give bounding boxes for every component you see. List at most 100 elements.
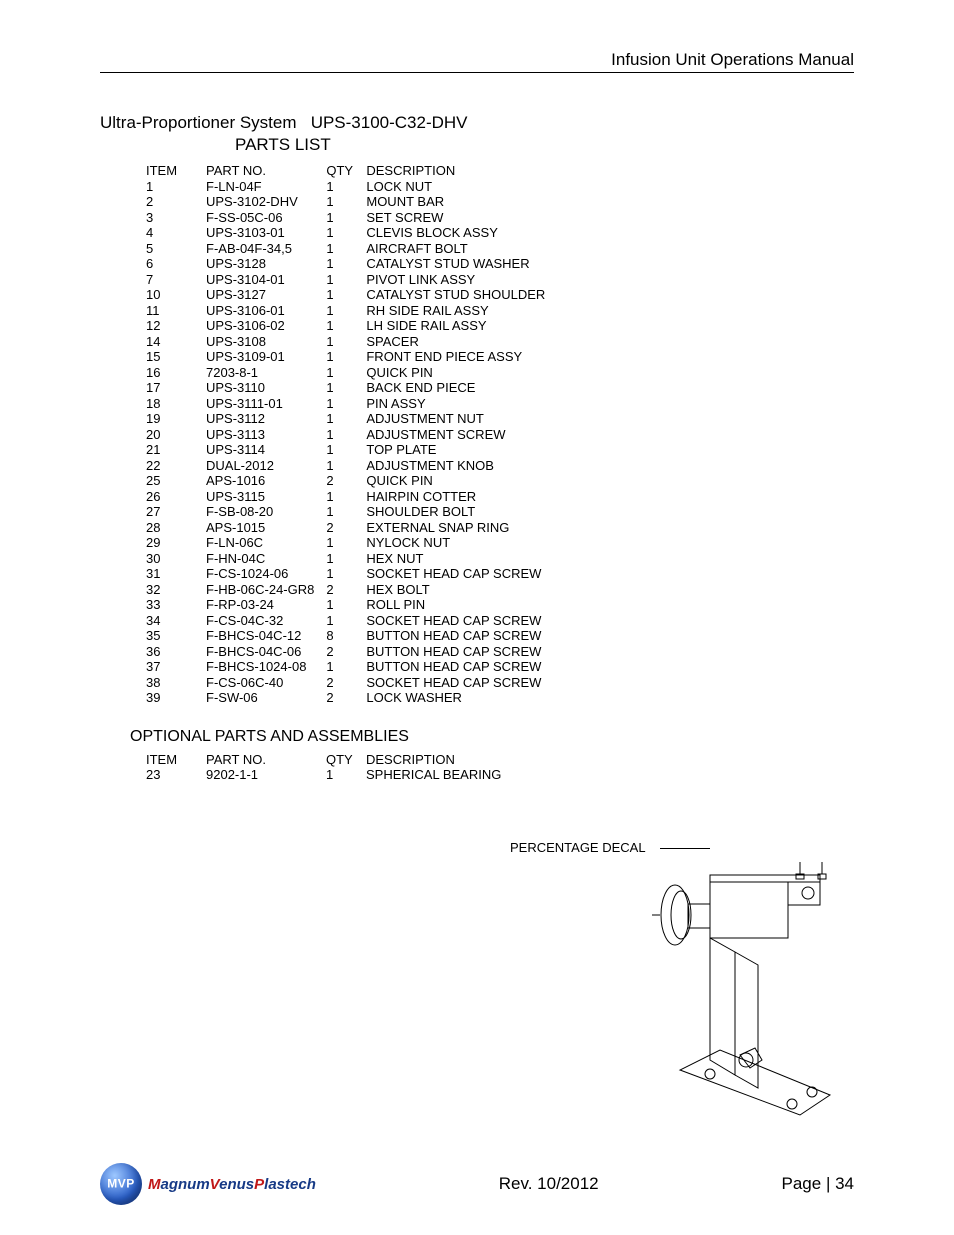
cell: 1 xyxy=(320,194,360,210)
table-row: 6UPS-31281CATALYST STUD WASHER xyxy=(140,256,551,272)
cell: 5 xyxy=(140,241,200,257)
cell: 1 xyxy=(320,380,360,396)
cell: 2 xyxy=(320,675,360,691)
cell: 2 xyxy=(320,473,360,489)
optional-title: OPTIONAL PARTS AND ASSEMBLIES xyxy=(130,728,854,746)
cell: 1 xyxy=(320,241,360,257)
cell: 36 xyxy=(140,644,200,660)
cell: F-CS-04C-32 xyxy=(200,613,320,629)
cell: 1 xyxy=(320,349,360,365)
cell: F-HB-06C-24-GR8 xyxy=(200,582,320,598)
cell: BUTTON HEAD CAP SCREW xyxy=(360,628,551,644)
cell: MOUNT BAR xyxy=(360,194,551,210)
cell: 30 xyxy=(140,551,200,567)
cell: 1 xyxy=(320,179,360,195)
cell: 17 xyxy=(140,380,200,396)
cell: 6 xyxy=(140,256,200,272)
cell: PIVOT LINK ASSY xyxy=(360,272,551,288)
table-row: 39F-SW-062LOCK WASHER xyxy=(140,690,551,706)
cell: SPHERICAL BEARING xyxy=(360,767,507,783)
table-row: 239202-1-11SPHERICAL BEARING xyxy=(140,767,507,783)
table-header-row: ITEM PART NO. QTY DESCRIPTION xyxy=(140,752,507,768)
cell: 1 xyxy=(320,256,360,272)
table-row: 7UPS-3104-011PIVOT LINK ASSY xyxy=(140,272,551,288)
cell: 2 xyxy=(320,644,360,660)
cell: 1 xyxy=(320,597,360,613)
cell: 14 xyxy=(140,334,200,350)
company-logo: MVP MagnumVenusPlastech xyxy=(100,1163,316,1205)
cell: 21 xyxy=(140,442,200,458)
cell: 1 xyxy=(320,613,360,629)
cell: F-AB-04F-34,5 xyxy=(200,241,320,257)
cell: ADJUSTMENT SCREW xyxy=(360,427,551,443)
cell: 2 xyxy=(320,690,360,706)
parts-list-table: ITEM PART NO. QTY DESCRIPTION 1F-LN-04F1… xyxy=(140,163,551,706)
cell: CATALYST STUD SHOULDER xyxy=(360,287,551,303)
cell: APS-1016 xyxy=(200,473,320,489)
cell: 1 xyxy=(320,225,360,241)
cell: NYLOCK NUT xyxy=(360,535,551,551)
table-row: 27F-SB-08-201SHOULDER BOLT xyxy=(140,504,551,520)
cell: 25 xyxy=(140,473,200,489)
cell: UPS-3102-DHV xyxy=(200,194,320,210)
table-row: 31F-CS-1024-061SOCKET HEAD CAP SCREW xyxy=(140,566,551,582)
table-row: 20UPS-31131ADJUSTMENT SCREW xyxy=(140,427,551,443)
decal-leader-line xyxy=(660,848,710,849)
table-row: 36F-BHCS-04C-062BUTTON HEAD CAP SCREW xyxy=(140,644,551,660)
cell: 11 xyxy=(140,303,200,319)
revision-text: Rev. 10/2012 xyxy=(499,1174,599,1194)
cell: 28 xyxy=(140,520,200,536)
table-row: 5F-AB-04F-34,51AIRCRAFT BOLT xyxy=(140,241,551,257)
col-part: PART NO. xyxy=(200,752,320,768)
cell: 1 xyxy=(140,179,200,195)
table-row: 29F-LN-06C1NYLOCK NUT xyxy=(140,535,551,551)
table-row: 33F-RP-03-241ROLL PIN xyxy=(140,597,551,613)
cell: SOCKET HEAD CAP SCREW xyxy=(360,675,551,691)
table-row: 1F-LN-04F1LOCK NUT xyxy=(140,179,551,195)
cell: APS-1015 xyxy=(200,520,320,536)
cell: 1 xyxy=(320,535,360,551)
cell: UPS-3113 xyxy=(200,427,320,443)
cell: 37 xyxy=(140,659,200,675)
cell: 26 xyxy=(140,489,200,505)
cell: 8 xyxy=(320,628,360,644)
table-header-row: ITEM PART NO. QTY DESCRIPTION xyxy=(140,163,551,179)
cell: 29 xyxy=(140,535,200,551)
table-row: 19UPS-31121ADJUSTMENT NUT xyxy=(140,411,551,427)
table-row: 167203-8-11QUICK PIN xyxy=(140,365,551,381)
cell: F-SB-08-20 xyxy=(200,504,320,520)
globe-icon: MVP xyxy=(100,1163,142,1205)
table-row: 28APS-10152EXTERNAL SNAP RING xyxy=(140,520,551,536)
cell: 1 xyxy=(320,365,360,381)
table-row: 4UPS-3103-011CLEVIS BLOCK ASSY xyxy=(140,225,551,241)
cell: CATALYST STUD WASHER xyxy=(360,256,551,272)
cell: AIRCRAFT BOLT xyxy=(360,241,551,257)
cell: 35 xyxy=(140,628,200,644)
table-row: 14UPS-31081SPACER xyxy=(140,334,551,350)
cell: ADJUSTMENT KNOB xyxy=(360,458,551,474)
cell: EXTERNAL SNAP RING xyxy=(360,520,551,536)
table-row: 38F-CS-06C-402SOCKET HEAD CAP SCREW xyxy=(140,675,551,691)
system-name: Ultra-Proportioner System xyxy=(100,113,297,132)
cell: 38 xyxy=(140,675,200,691)
cell: 9202-1-1 xyxy=(200,767,320,783)
model-number: UPS-3100-C32-DHV xyxy=(311,113,468,132)
cell: SET SCREW xyxy=(360,210,551,226)
cell: 20 xyxy=(140,427,200,443)
cell: 19 xyxy=(140,411,200,427)
table-row: 30F-HN-04C1HEX NUT xyxy=(140,551,551,567)
cell: UPS-3104-01 xyxy=(200,272,320,288)
decal-label: PERCENTAGE DECAL xyxy=(510,840,646,855)
cell: SHOULDER BOLT xyxy=(360,504,551,520)
table-row: 34F-CS-04C-321SOCKET HEAD CAP SCREW xyxy=(140,613,551,629)
cell: HAIRPIN COTTER xyxy=(360,489,551,505)
cell: 1 xyxy=(320,272,360,288)
table-row: 32F-HB-06C-24-GR82HEX BOLT xyxy=(140,582,551,598)
cell: HEX BOLT xyxy=(360,582,551,598)
cell: 1 xyxy=(320,489,360,505)
cell: 7203-8-1 xyxy=(200,365,320,381)
cell: 1 xyxy=(320,411,360,427)
cell: BACK END PIECE xyxy=(360,380,551,396)
optional-parts-table: ITEM PART NO. QTY DESCRIPTION 239202-1-1… xyxy=(140,752,507,783)
cell: ADJUSTMENT NUT xyxy=(360,411,551,427)
